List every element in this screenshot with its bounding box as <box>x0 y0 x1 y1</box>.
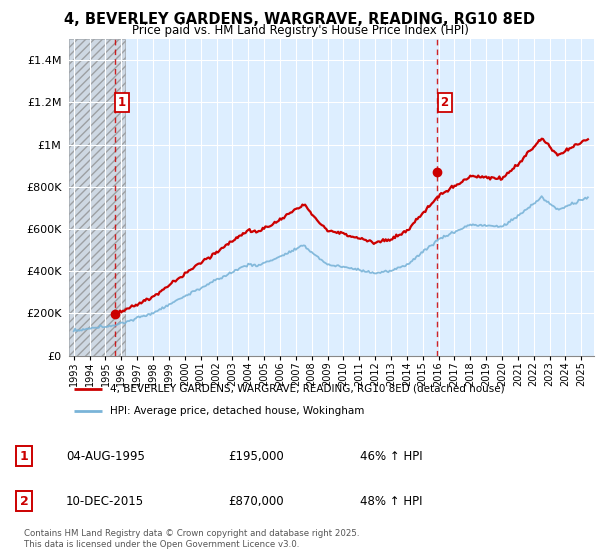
Text: 1: 1 <box>118 96 126 109</box>
Text: 48% ↑ HPI: 48% ↑ HPI <box>360 494 422 508</box>
Text: Contains HM Land Registry data © Crown copyright and database right 2025.
This d: Contains HM Land Registry data © Crown c… <box>24 529 359 549</box>
Text: 10-DEC-2015: 10-DEC-2015 <box>66 494 144 508</box>
Bar <box>69 39 125 356</box>
Text: 04-AUG-1995: 04-AUG-1995 <box>66 450 145 463</box>
Text: HPI: Average price, detached house, Wokingham: HPI: Average price, detached house, Woki… <box>110 406 365 416</box>
Text: 4, BEVERLEY GARDENS, WARGRAVE, READING, RG10 8ED: 4, BEVERLEY GARDENS, WARGRAVE, READING, … <box>65 12 536 27</box>
Text: £870,000: £870,000 <box>228 494 284 508</box>
Text: Price paid vs. HM Land Registry's House Price Index (HPI): Price paid vs. HM Land Registry's House … <box>131 24 469 36</box>
Text: 4, BEVERLEY GARDENS, WARGRAVE, READING, RG10 8ED (detached house): 4, BEVERLEY GARDENS, WARGRAVE, READING, … <box>110 384 505 394</box>
Text: 1: 1 <box>20 450 28 463</box>
Text: 2: 2 <box>440 96 449 109</box>
Text: £195,000: £195,000 <box>228 450 284 463</box>
Text: 2: 2 <box>20 494 28 508</box>
Text: 46% ↑ HPI: 46% ↑ HPI <box>360 450 422 463</box>
